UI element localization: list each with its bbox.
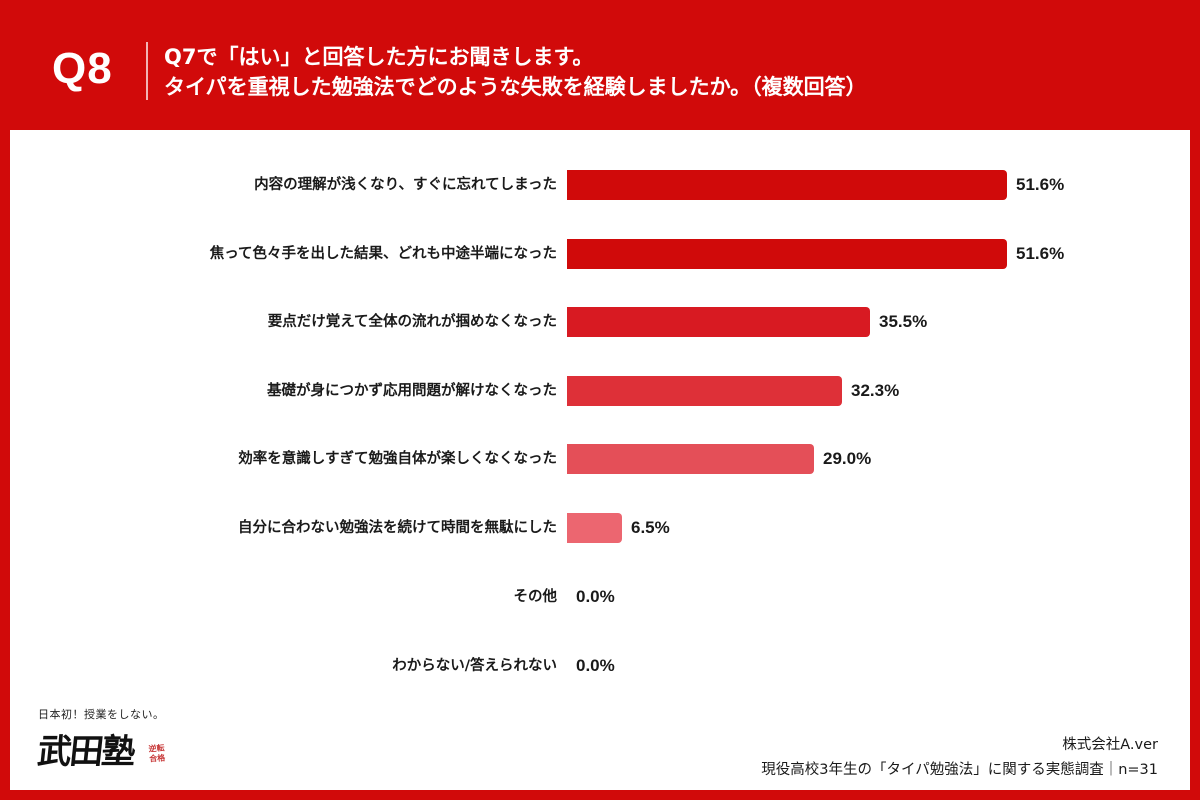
value-label: 32.3%	[851, 381, 900, 400]
category-label: 要点だけ覚えて全体の流れが掴めなくなった	[267, 314, 557, 330]
chart-row: 基礎が身につかず応用問題が解けなくなった 32.3%	[0, 375, 1200, 407]
company-name: 株式会社A.ver	[1062, 737, 1158, 753]
question-header: Q8 Q7で「はい」と回答した方にお聞きします。 タイパを重視した勉強法でどのよ…	[0, 0, 1200, 128]
category-label: わからない/答えられない	[392, 658, 557, 674]
value-label: 0.0%	[576, 587, 615, 606]
value-label: 6.5%	[631, 518, 670, 537]
logo-tagline: 日本初！授業をしない。	[38, 708, 165, 721]
category-label: 焦って色々手を出した結果、どれも中途半端になった	[209, 246, 557, 262]
chart-row: 自分に合わない勉強法を続けて時間を無駄にした 6.5%	[0, 512, 1200, 544]
category-label: 効率を意識しすぎて勉強自体が楽しくなくなった	[238, 451, 557, 467]
chart-row: 焦って色々手を出した結果、どれも中途半端になった 51.6%	[0, 238, 1200, 270]
value-label: 35.5%	[879, 312, 928, 331]
logo-stamp: 逆転合格	[148, 743, 166, 764]
bar	[567, 444, 814, 474]
value-label: 0.0%	[576, 656, 615, 675]
bar	[567, 170, 1007, 200]
question-line-1: Q7で「はい」と回答した方にお聞きします。	[164, 45, 594, 69]
category-label: その他	[513, 589, 558, 605]
chart-row: 要点だけ覚えて全体の流れが掴めなくなった 35.5%	[0, 306, 1200, 338]
takedajuku-logo: 日本初！授業をしない。 武田塾 逆転合格	[35, 706, 198, 776]
bar	[567, 239, 1007, 269]
chart-row: その他 0.0%	[0, 581, 1200, 613]
bar	[567, 513, 622, 543]
bar	[567, 307, 870, 337]
footer: 株式会社A.ver 現役高校3年生の「タイパ勉強法」に関する実態調査｜n=31	[761, 733, 1158, 783]
value-label: 51.6%	[1016, 175, 1065, 194]
category-label: 基礎が身につかず応用問題が解けなくなった	[267, 383, 557, 399]
chart-row: 効率を意識しすぎて勉強自体が楽しくなくなった 29.0%	[0, 443, 1200, 475]
chart-row: 内容の理解が浅くなり、すぐに忘れてしまった 51.6%	[0, 169, 1200, 201]
value-label: 29.0%	[823, 449, 872, 468]
bar	[567, 376, 842, 406]
value-label: 51.6%	[1016, 244, 1065, 263]
header-divider	[146, 42, 148, 100]
chart-row: わからない/答えられない 0.0%	[0, 650, 1200, 682]
survey-caption: 現役高校3年生の「タイパ勉強法」に関する実態調査｜n=31	[761, 762, 1158, 778]
question-line-2: タイパを重視した勉強法でどのような失敗を経験しましたか。（複数回答）	[164, 75, 867, 99]
category-label: 自分に合わない勉強法を続けて時間を無駄にした	[238, 520, 557, 536]
question-number: Q8	[52, 44, 113, 93]
category-label: 内容の理解が浅くなり、すぐに忘れてしまった	[254, 177, 557, 193]
logo-wordmark: 武田塾	[35, 732, 136, 772]
question-text: Q7で「はい」と回答した方にお聞きします。 タイパを重視した勉強法でどのような失…	[164, 42, 867, 102]
